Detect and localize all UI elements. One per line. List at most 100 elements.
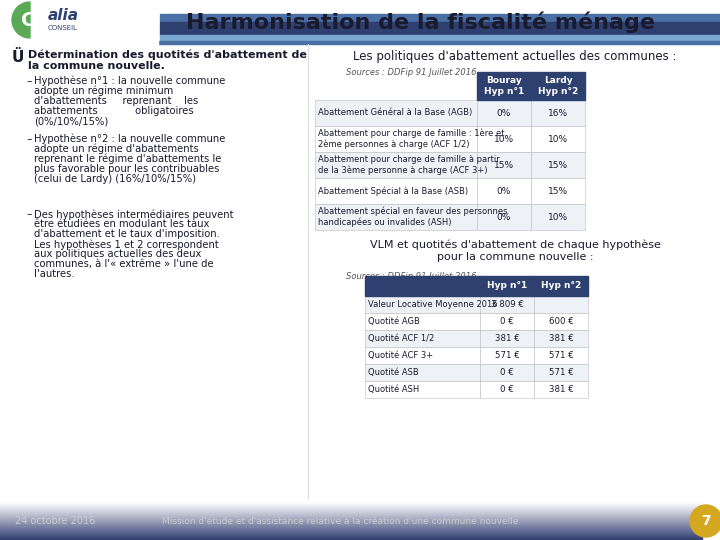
Bar [531, 126, 585, 152]
Text: Hypothèse n°2 : la nouvelle commune: Hypothèse n°2 : la nouvelle commune [34, 134, 225, 145]
Text: Hypothèse n°1 : la nouvelle commune: Hypothèse n°1 : la nouvelle commune [34, 76, 225, 86]
Text: Les hypothèses 1 et 2 correspondent: Les hypothèses 1 et 2 correspondent [34, 239, 219, 249]
Bar [0, 539, 702, 540]
Text: CONSEIL: CONSEIL [48, 25, 78, 31]
Bar [480, 347, 534, 364]
Bar [0, 521, 702, 522]
Bar [0, 522, 702, 523]
Bar [0, 533, 702, 534]
Text: Hyp n°2: Hyp n°2 [541, 281, 581, 291]
Bar [0, 507, 702, 508]
Text: communes, à l'« extrême » l'une de: communes, à l'« extrême » l'une de [34, 259, 214, 269]
Bar [0, 526, 702, 527]
Bar [315, 204, 477, 230]
Text: Sources : DDFip 91 Juillet 2016: Sources : DDFip 91 Juillet 2016 [346, 272, 477, 281]
Bar [0, 41, 720, 44]
Text: Quotité ASB: Quotité ASB [368, 368, 419, 377]
Bar [0, 520, 702, 521]
Bar [480, 364, 534, 381]
Bar [160, 35, 720, 40]
Bar [534, 330, 588, 347]
Wedge shape [12, 2, 30, 38]
Bar [365, 347, 480, 364]
Bar [0, 510, 702, 511]
Text: Détermination des quotités d'abattement de: Détermination des quotités d'abattement … [28, 50, 307, 60]
Bar [315, 126, 477, 152]
Bar [531, 152, 585, 178]
Text: (celui de Lardy) (16%/10%/15%): (celui de Lardy) (16%/10%/15%) [34, 174, 196, 184]
Bar [0, 515, 702, 516]
Bar [0, 532, 702, 533]
Bar [0, 537, 702, 538]
Bar [0, 514, 702, 515]
Text: Ü: Ü [12, 50, 24, 65]
Bar [0, 0, 158, 50]
Bar [0, 506, 702, 507]
Text: 381 €: 381 € [549, 385, 573, 394]
Text: Harmonisation de la fiscalité ménage: Harmonisation de la fiscalité ménage [186, 11, 654, 33]
Bar [160, 22, 720, 36]
Bar [365, 296, 480, 313]
Bar [0, 527, 702, 528]
Bar [0, 518, 702, 519]
Text: Sources : DDFip 91 Juillet 2016: Sources : DDFip 91 Juillet 2016 [346, 68, 477, 77]
Text: 10%: 10% [548, 213, 568, 221]
Bar [0, 531, 702, 532]
Text: 571 €: 571 € [549, 351, 573, 360]
Text: 0%: 0% [497, 186, 511, 195]
Bar [531, 72, 585, 100]
Bar [0, 530, 702, 531]
Bar [0, 528, 702, 529]
Text: 0 €: 0 € [500, 385, 514, 394]
Bar [477, 72, 531, 100]
Bar [0, 502, 702, 503]
Text: 0 €: 0 € [500, 317, 514, 326]
Bar [0, 535, 702, 536]
Text: 10%: 10% [548, 134, 568, 144]
Text: Abattement pour charge de famille : 1ère et
2ème personnes à charge (ACF 1/2): Abattement pour charge de famille : 1ère… [318, 129, 505, 149]
Text: Les politiques d'abattement actuelles des communes :: Les politiques d'abattement actuelles de… [354, 50, 677, 63]
Text: l'autres.: l'autres. [34, 269, 75, 279]
Bar [477, 178, 531, 204]
Bar [534, 381, 588, 398]
Bar [477, 152, 531, 178]
Text: Quotité ASH: Quotité ASH [368, 385, 419, 394]
Text: 381 €: 381 € [495, 334, 519, 343]
Bar [534, 364, 588, 381]
Text: Abattement pour charge de famille à partir
de la 3ème personne à charge (ACF 3+): Abattement pour charge de famille à part… [318, 155, 500, 175]
Bar [0, 516, 702, 517]
Bar [531, 178, 585, 204]
Bar [480, 381, 534, 398]
Bar [0, 529, 702, 530]
Text: –: – [26, 209, 32, 219]
Text: adopte un régime minimum: adopte un régime minimum [34, 86, 174, 97]
Bar [315, 178, 477, 204]
Bar [534, 276, 588, 296]
Bar [0, 509, 702, 510]
Text: 10%: 10% [494, 134, 514, 144]
Bar [0, 503, 702, 504]
Bar [477, 204, 531, 230]
Text: Abattement Général à la Base (AGB): Abattement Général à la Base (AGB) [318, 109, 472, 118]
Bar [534, 313, 588, 330]
Text: 15%: 15% [494, 160, 514, 170]
Text: 381 €: 381 € [549, 334, 573, 343]
Bar [0, 504, 702, 505]
Text: abattements            obligatoires: abattements obligatoires [34, 106, 194, 116]
Text: –: – [26, 76, 32, 86]
Bar [0, 512, 702, 513]
Text: alia: alia [48, 8, 79, 23]
Text: 0 €: 0 € [500, 368, 514, 377]
Bar [0, 538, 702, 539]
Bar [0, 523, 702, 524]
Text: être étudiées en modulant les taux: être étudiées en modulant les taux [34, 219, 210, 229]
Bar [160, 14, 720, 22]
Text: Quotité ACF 3+: Quotité ACF 3+ [368, 351, 433, 360]
Bar [365, 313, 480, 330]
Bar [365, 364, 480, 381]
Text: 15%: 15% [548, 186, 568, 195]
Bar [365, 276, 480, 296]
Text: Des hypothèses intermédiaires peuvent: Des hypothèses intermédiaires peuvent [34, 209, 233, 219]
Text: reprenant le régime d'abattements le: reprenant le régime d'abattements le [34, 154, 221, 165]
Bar [0, 511, 702, 512]
